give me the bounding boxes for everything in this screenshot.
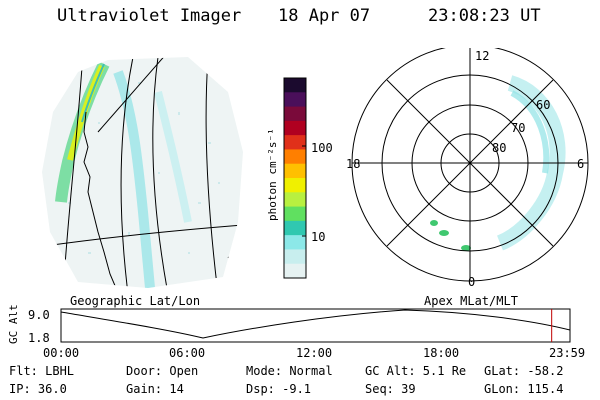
seq-info: Seq: 39 — [365, 382, 416, 396]
x-tick-2359: 23:59 — [549, 346, 586, 360]
colorbar-stripe — [284, 78, 306, 93]
ip-info: IP: 36.0 — [9, 382, 67, 396]
instrument-title: Ultraviolet Imager — [57, 6, 242, 26]
observation-date: 18 Apr 07 — [278, 6, 371, 26]
colorbar-stripe — [284, 106, 306, 122]
x-tick-0000: 00:00 — [43, 346, 80, 360]
colorbar-tick-10: 10 — [311, 230, 326, 244]
mlt-label-6: 6 — [577, 157, 584, 171]
x-tick-1200: 12:00 — [296, 346, 333, 360]
x-tick-1800: 18:00 — [423, 346, 460, 360]
colorbar-stripe — [284, 235, 306, 250]
mlat-label-80: 80 — [492, 141, 506, 155]
mlt-label-12: 12 — [475, 49, 489, 63]
gc-alt-axis-label: GC Alt — [7, 304, 20, 344]
mlt-label-0: 0 — [468, 275, 475, 288]
geographic-lat-lon-label: Geographic Lat/Lon — [70, 294, 201, 308]
colorbar-label: photon cm⁻²s⁻¹ — [266, 128, 279, 221]
apex-mlat-mlt-label: Apex MLat/MLT — [424, 294, 518, 308]
mlat-label-70: 70 — [511, 121, 525, 135]
gain-info: Gain: 14 — [126, 382, 184, 396]
geographic-image — [42, 57, 243, 288]
observation-time: 23:08:23 UT — [428, 6, 541, 26]
dsp-info: Dsp: -9.1 — [246, 382, 312, 396]
x-tick-0600: 06:00 — [169, 346, 206, 360]
colorbar-stripe — [284, 220, 306, 236]
colorbar-gradient — [284, 78, 306, 279]
polar-mlat-mlt-plot: 12 0 18 6 60 70 80 — [346, 48, 589, 288]
gc-altitude-plot: GC Alt — [7, 304, 571, 344]
glat-info: GLat: -58.2 — [484, 364, 564, 378]
colorbar-stripe — [284, 120, 306, 136]
glon-info: GLon: 115.4 — [484, 382, 564, 396]
colorbar-stripe — [284, 249, 306, 265]
colorbar-stripe — [284, 163, 306, 179]
mode-info: Mode: Normal — [246, 364, 333, 378]
colorbar-stripe — [284, 178, 306, 193]
colorbar-stripe — [284, 263, 306, 279]
gc-alt-y-min: 1.8 — [28, 331, 50, 345]
colorbar-stripe — [284, 135, 306, 150]
colorbar-tick-100: 100 — [311, 141, 333, 155]
door-info: Door: Open — [126, 364, 199, 378]
colorbar-stripe — [284, 149, 306, 165]
colorbar-stripe — [284, 206, 306, 222]
colorbar-stripe — [284, 192, 306, 208]
mlat-label-60: 60 — [536, 98, 550, 112]
gc-alt-info: GC Alt: 5.1 Re — [365, 364, 467, 378]
colorbar: photon cm⁻²s⁻¹ — [266, 77, 307, 279]
mlt-label-18: 18 — [346, 157, 360, 171]
filter-info: Flt: LBHL — [9, 364, 75, 378]
colorbar-stripe — [284, 92, 306, 108]
gc-alt-y-max: 9.0 — [28, 308, 50, 322]
